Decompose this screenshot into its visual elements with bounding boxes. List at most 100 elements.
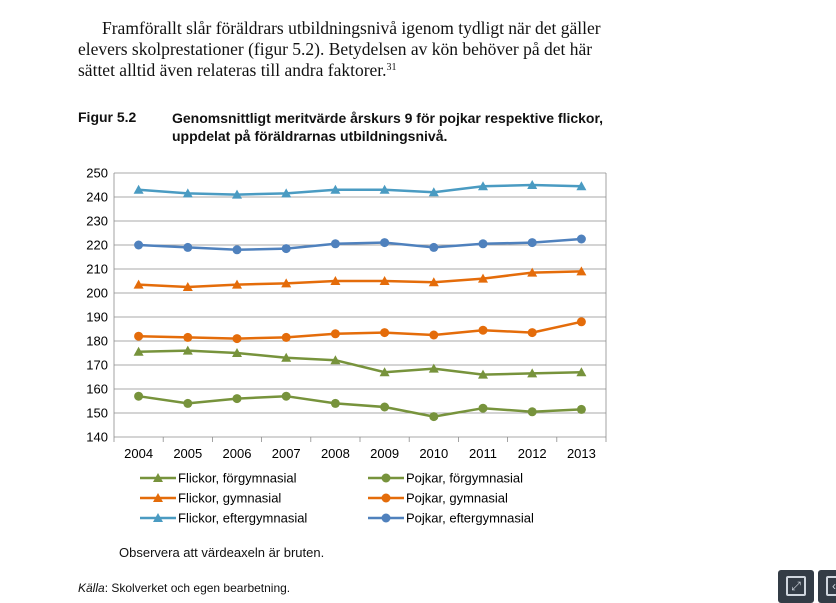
legend-label: Flickor, eftergymnasial: [178, 511, 307, 526]
data-point: [182, 282, 193, 291]
back-button[interactable]: ‹: [818, 570, 836, 603]
data-point: [182, 188, 193, 198]
data-point: [330, 276, 341, 285]
data-point: [134, 240, 144, 250]
axis-note: Observera att värdeaxeln är bruten.: [119, 545, 325, 560]
data-point: [281, 352, 292, 362]
data-point: [281, 244, 291, 254]
series-line: [138, 183, 582, 196]
data-point: [428, 277, 439, 287]
line-chart: 140 150 160 170 180 190 200 210 220 230 240 250 2004…: [78, 160, 618, 540]
data-point: [478, 325, 488, 335]
x-tick-label: 2008: [321, 446, 350, 461]
intro-text: Framförallt slår föräldrars utbildningsn…: [78, 18, 601, 80]
figure-title: Genomsnittligt meritvärde årskurs 9 för …: [172, 110, 604, 144]
data-point: [330, 398, 340, 408]
data-point: [527, 238, 537, 248]
data-point: [478, 239, 488, 249]
data-point: [183, 242, 193, 252]
y-tick-label: 200: [86, 286, 108, 301]
series-line: [138, 320, 582, 340]
legend-label: Pojkar, förgymnasial: [406, 471, 523, 486]
data-point: [429, 330, 439, 340]
x-tick-label: 2013: [567, 446, 596, 461]
y-tick-label: 210: [86, 262, 108, 277]
data-point: [576, 404, 586, 414]
x-tick-label: 2005: [173, 446, 202, 461]
y-tick-label: 220: [86, 238, 108, 253]
x-tick-label: 2011: [469, 446, 497, 461]
data-point: [133, 279, 144, 289]
y-tick-label: 180: [86, 334, 108, 349]
data-point: [232, 348, 242, 357]
data-point: [428, 187, 439, 197]
x-tick-label: 2004: [124, 446, 153, 461]
series-line: [138, 349, 582, 376]
data-point: [281, 278, 292, 288]
data-point: [478, 273, 488, 283]
data-point: [380, 328, 390, 338]
data-point: [134, 391, 144, 401]
y-tick-label: 230: [86, 214, 108, 229]
data-point: [429, 412, 439, 422]
data-point: [232, 245, 242, 255]
x-tick-label: 2009: [370, 446, 399, 461]
footnote-ref[interactable]: 31: [386, 62, 397, 73]
legend-label: Flickor, gymnasial: [178, 491, 281, 506]
y-tick-label: 170: [86, 358, 108, 373]
legend-label: Pojkar, gymnasial: [406, 491, 508, 506]
data-point: [133, 346, 144, 356]
data-point: [232, 279, 242, 289]
y-tick-label: 250: [86, 166, 108, 181]
y-tick-label: 240: [86, 190, 108, 205]
data-point: [134, 331, 144, 341]
data-point: [478, 181, 488, 191]
series-line: [138, 237, 582, 252]
source-line: Källa: Skolverket och egen bearbetning.: [78, 581, 290, 595]
data-point: [183, 398, 193, 408]
legend-label: Flickor, förgymnasial: [178, 471, 297, 486]
legend-marker: [381, 493, 391, 503]
data-point: [576, 234, 586, 244]
data-point: [478, 369, 488, 379]
data-point: [527, 267, 538, 277]
expand-button[interactable]: ⤢: [778, 570, 814, 603]
expand-icon: ⤢: [786, 576, 806, 596]
data-point: [576, 317, 586, 327]
back-icon: ‹: [826, 576, 836, 596]
x-tick-label: 2007: [272, 446, 301, 461]
data-point: [380, 238, 390, 248]
legend-marker: [153, 513, 163, 522]
data-point: [133, 184, 144, 194]
data-point: [182, 345, 193, 355]
figure-number: Figur 5.2: [78, 109, 137, 125]
data-point: [527, 328, 537, 338]
series-line: [138, 270, 582, 289]
legend-marker: [381, 473, 391, 483]
data-point: [232, 394, 242, 404]
source-text: : Skolverket och egen bearbetning.: [104, 581, 291, 595]
x-tick-label: 2012: [518, 446, 547, 461]
data-point: [429, 242, 439, 252]
legend-marker: [153, 473, 163, 482]
data-point: [330, 239, 340, 249]
y-tick-label: 190: [86, 310, 108, 325]
data-point: [330, 329, 340, 339]
data-point: [428, 363, 439, 373]
data-point: [380, 402, 390, 412]
x-tick-label: 2006: [223, 446, 252, 461]
data-point: [330, 184, 341, 194]
data-point: [576, 367, 587, 377]
data-point: [379, 184, 390, 194]
data-point: [330, 355, 341, 365]
data-point: [232, 334, 242, 344]
y-tick-label: 160: [86, 382, 108, 397]
y-tick-label: 150: [86, 406, 108, 421]
x-tick-label: 2010: [419, 446, 448, 461]
data-point: [281, 391, 291, 401]
data-point: [527, 368, 538, 378]
data-point: [281, 332, 291, 342]
series-line: [138, 394, 582, 418]
chart-svg: 140 150 160 170 180 190 200 210 220 230 240 250 2004…: [86, 166, 607, 526]
source-label: Källa: [78, 581, 105, 595]
